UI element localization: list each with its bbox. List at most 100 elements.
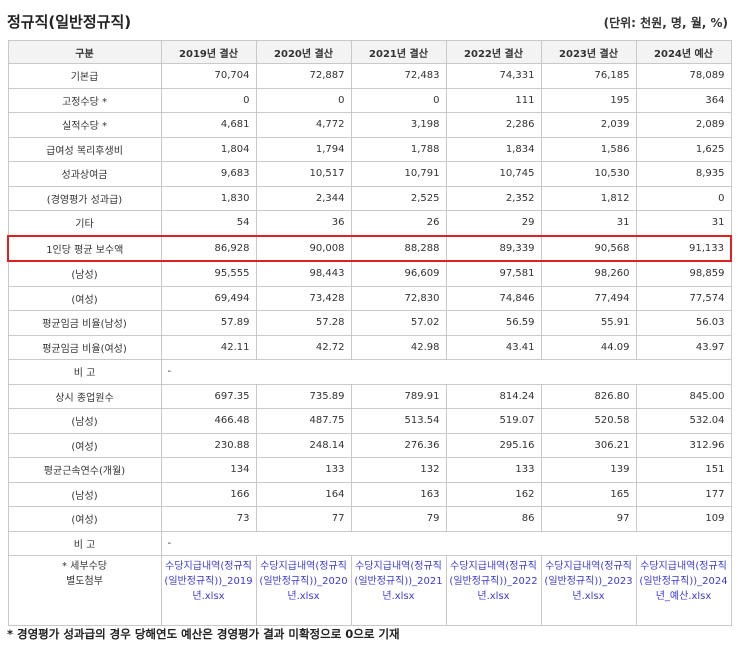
value-cell: 513.54: [350, 408, 447, 434]
value-cell: 57.89: [160, 310, 257, 336]
value-cell: 133: [255, 457, 352, 483]
footnote: * 경영평가 성과급의 경우 당해연도 예산은 경영평가 결과 미확정으로 0으…: [7, 627, 400, 641]
row-label: (남성): [7, 481, 162, 507]
value-cell: 57.28: [255, 310, 352, 336]
table-row: (남성) 166 164 163 162 165 177: [7, 481, 732, 507]
row-label: 급여성 복리후생비: [7, 136, 162, 162]
value-cell: 195: [540, 87, 637, 113]
page-title: 정규직(일반정규직): [7, 13, 132, 31]
value-cell: 79: [350, 506, 447, 532]
value-cell: 1,794: [255, 136, 352, 162]
value-cell: 2,286: [445, 112, 542, 138]
value-cell: 0: [350, 87, 447, 113]
table-row: (경영평가 성과급) 1,830 2,344 2,525 2,352 1,812 0: [7, 185, 732, 211]
attachments-label-line2: 별도첨부: [66, 576, 103, 587]
value-cell: 2,352: [445, 185, 542, 211]
value-cell: 162: [445, 481, 542, 507]
value-cell: 487.75: [255, 408, 352, 434]
value-cell: 77: [255, 506, 352, 532]
value-cell: 151: [635, 457, 732, 483]
value-cell: 89,339: [445, 234, 542, 262]
value-cell: 74,846: [445, 285, 542, 311]
attachment-link[interactable]: 수당지급내역(정규직(일반정규직))_2019년.xlsx: [164, 561, 253, 602]
value-cell: 74,331: [445, 63, 542, 89]
value-cell: 72,483: [350, 63, 447, 89]
table-row: 성과상여금 9,683 10,517 10,791 10,745 10,530 8,935: [7, 161, 732, 187]
value-cell: 57.02: [350, 310, 447, 336]
table-row: (여성) 230.88 248.14 276.36 295.16 306.21 312.96: [7, 432, 732, 458]
value-cell: 0: [160, 87, 257, 113]
value-cell: 31: [635, 210, 732, 236]
value-cell: 10,791: [350, 161, 447, 187]
value-cell: 364: [635, 87, 732, 113]
value-cell: 230.88: [160, 432, 257, 458]
attachments-label-line1: * 세부수당: [62, 561, 107, 572]
value-cell: 4,681: [160, 112, 257, 138]
compensation-table: 구분 2019년 결산 2020년 결산 2021년 결산 2022년 결산 2…: [7, 40, 732, 626]
value-cell: 312.96: [635, 432, 732, 458]
table-row-highlighted: 1인당 평균 보수액 86,928 90,008 88,288 89,339 90,568…: [7, 234, 732, 262]
value-cell: 789.91: [350, 383, 447, 409]
value-cell: 520.58: [540, 408, 637, 434]
value-cell: 72,887: [255, 63, 352, 89]
attachment-link[interactable]: 수당지급내역(정규직(일반정규직))_2021년.xlsx: [354, 561, 443, 602]
value-cell: 88,288: [350, 234, 447, 262]
value-cell: 97,581: [445, 260, 542, 287]
row-label: (여성): [7, 285, 162, 311]
attachment-link[interactable]: 수당지급내역(정규직(일반정규직))_2023년.xlsx: [544, 561, 633, 602]
row-label: 성과상여금: [7, 161, 162, 187]
value-cell: 111: [445, 87, 542, 113]
table-row: 기본급 70,704 72,887 72,483 74,331 76,185 78,089: [7, 63, 732, 89]
column-header: 구분: [7, 40, 162, 64]
value-cell: 532.04: [635, 408, 732, 434]
row-label: 평균임금 비율(여성): [7, 334, 162, 360]
value-cell: 4,772: [255, 112, 352, 138]
value-cell: 95,555: [160, 260, 257, 287]
value-cell: 2,525: [350, 185, 447, 211]
value-cell: 295.16: [445, 432, 542, 458]
table-row: 비 고-: [7, 359, 732, 385]
value-cell: 519.07: [445, 408, 542, 434]
value-cell: 134: [160, 457, 257, 483]
row-label: 1인당 평균 보수액: [7, 234, 162, 262]
remark-cell: -: [160, 359, 732, 385]
attachments-row: * 세부수당 별도첨부 수당지급내역(정규직(일반정규직))_2019년.xlsx 수…: [7, 555, 732, 626]
value-cell: 1,830: [160, 185, 257, 211]
attachment-cell: 수당지급내역(정규직(일반정규직))_2023년.xlsx: [540, 555, 637, 626]
value-cell: 54: [160, 210, 257, 236]
value-cell: 2,089: [635, 112, 732, 138]
column-header: 2020년 결산: [255, 40, 352, 64]
attachment-link[interactable]: 수당지급내역(정규직(일반정규직))_2022년.xlsx: [449, 561, 538, 602]
table-row: 급여성 복리후생비 1,804 1,794 1,788 1,834 1,586 1,625: [7, 136, 732, 162]
row-label: (여성): [7, 506, 162, 532]
column-header: 2024년 예산: [635, 40, 732, 64]
value-cell: 248.14: [255, 432, 352, 458]
value-cell: 163: [350, 481, 447, 507]
value-cell: 42.11: [160, 334, 257, 360]
value-cell: 97: [540, 506, 637, 532]
value-cell: 31: [540, 210, 637, 236]
attachment-cell: 수당지급내역(정규직(일반정규직))_2020년.xlsx: [255, 555, 352, 626]
value-cell: 133: [445, 457, 542, 483]
value-cell: 77,574: [635, 285, 732, 311]
value-cell: 44.09: [540, 334, 637, 360]
column-header: 2023년 결산: [540, 40, 637, 64]
value-cell: 43.41: [445, 334, 542, 360]
table-row: 평균근속연수(개월) 134 133 132 133 139 151: [7, 457, 732, 483]
value-cell: 814.24: [445, 383, 542, 409]
row-label: (경영평가 성과급): [7, 185, 162, 211]
table-row: 실적수당 * 4,681 4,772 3,198 2,286 2,039 2,089: [7, 112, 732, 138]
column-header: 2021년 결산: [350, 40, 447, 64]
attachment-cell: 수당지급내역(정규직(일반정규직))_2021년.xlsx: [350, 555, 447, 626]
row-label: 평균임금 비율(남성): [7, 310, 162, 336]
value-cell: 42.72: [255, 334, 352, 360]
value-cell: 96,609: [350, 260, 447, 287]
table-row: (여성) 69,494 73,428 72,830 74,846 77,494 77,574: [7, 285, 732, 311]
attachment-link[interactable]: 수당지급내역(정규직(일반정규직))_2024년_예산.xlsx: [639, 561, 728, 602]
value-cell: 276.36: [350, 432, 447, 458]
value-cell: 73: [160, 506, 257, 532]
row-label: (여성): [7, 432, 162, 458]
value-cell: 826.80: [540, 383, 637, 409]
value-cell: 10,530: [540, 161, 637, 187]
attachment-link[interactable]: 수당지급내역(정규직(일반정규직))_2020년.xlsx: [259, 561, 348, 602]
